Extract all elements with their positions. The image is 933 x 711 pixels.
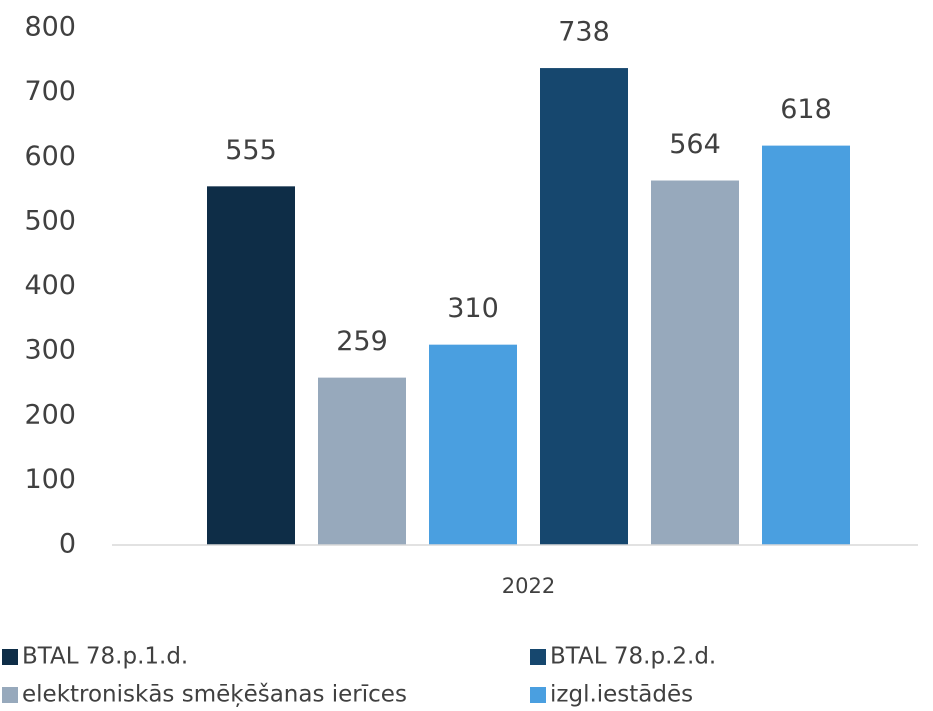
legend-swatch	[530, 687, 546, 703]
legend-swatch	[530, 649, 546, 665]
data-label: 738	[558, 17, 610, 48]
bar	[318, 377, 406, 545]
y-tick-label: 0	[59, 529, 76, 560]
legend-label: BTAL 78.p.2.d.	[550, 644, 716, 670]
legend-label: izgl.iestādēs	[550, 682, 693, 708]
data-label: 310	[447, 293, 499, 324]
bar	[762, 145, 850, 545]
y-tick-label: 300	[24, 335, 76, 366]
y-tick-label: 100	[24, 464, 76, 495]
legend-label: elektroniskās smēķēšanas ierīces	[22, 682, 407, 708]
data-label: 259	[336, 326, 388, 357]
y-tick-label: 200	[24, 399, 76, 430]
legend-swatch	[2, 649, 18, 665]
y-tick-label: 500	[24, 205, 76, 236]
bar	[651, 180, 739, 545]
y-tick-label: 400	[24, 270, 76, 301]
legend-swatch	[2, 687, 18, 703]
y-tick-label: 600	[24, 141, 76, 172]
x-tick-label: 2022	[502, 574, 555, 598]
bar	[207, 186, 295, 546]
y-tick-label: 700	[24, 76, 76, 107]
data-label: 555	[225, 135, 277, 166]
data-label: 618	[780, 94, 832, 125]
bar	[429, 344, 517, 545]
bar	[540, 68, 628, 545]
y-tick-label: 800	[24, 12, 76, 43]
legend-label: BTAL 78.p.1.d.	[22, 644, 188, 670]
data-label: 564	[669, 129, 721, 160]
